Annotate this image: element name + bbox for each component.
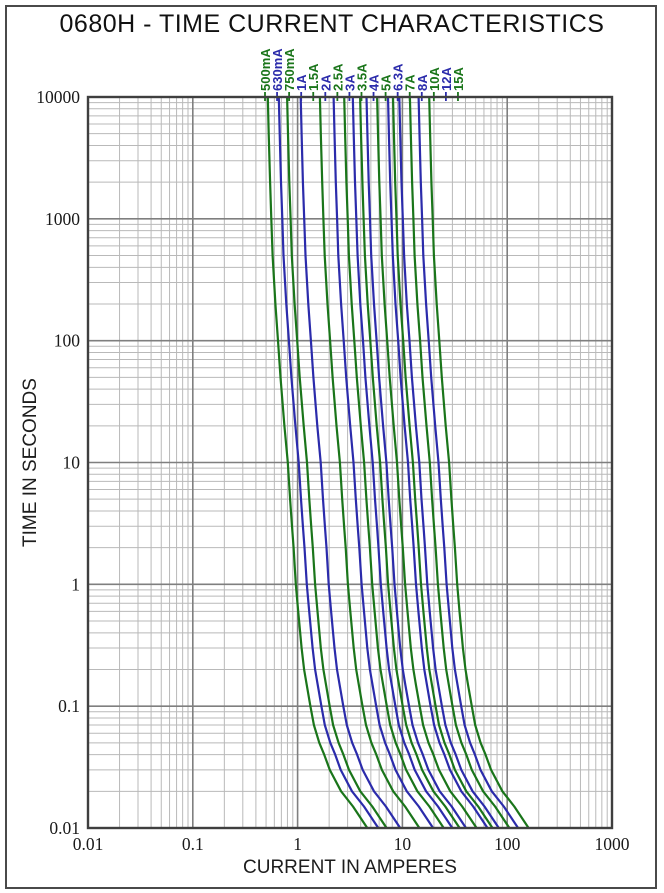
y-tick-labels: 0.01 0.1 1 10 100 1000 10000 — [36, 87, 80, 838]
curve-label-3A: 3A — [342, 74, 357, 91]
curve-label-3.5A: 3.5A — [354, 63, 369, 91]
x-tick-label: 100 — [494, 834, 521, 854]
y-tick-label: 10000 — [36, 87, 80, 107]
curve-15A — [428, 96, 530, 829]
y-tick-label: 0.01 — [49, 818, 80, 838]
chart-title: 0680H - TIME CURRENT CHARACTERISTICS — [59, 10, 605, 38]
y-tick-label: 10 — [63, 453, 81, 473]
plot-frame — [86, 95, 614, 830]
curve-label-8A: 8A — [415, 74, 430, 91]
curve-10A — [408, 96, 511, 829]
curve-12A — [417, 96, 520, 829]
curve-label-750mA: 750mA — [282, 48, 297, 91]
curve-8A — [398, 96, 500, 829]
curve-3A — [351, 96, 454, 829]
curve-5A — [376, 96, 478, 829]
curve-750mA — [286, 96, 388, 829]
curve-4A — [365, 96, 467, 829]
y-tick-label: 1 — [71, 574, 80, 594]
curve-3.5A — [359, 96, 461, 829]
x-axis-title: CURRENT IN AMPERES — [243, 857, 457, 878]
x-tick-label: 1000 — [595, 834, 630, 854]
curve-label-2.5A: 2.5A — [330, 63, 345, 91]
curve-label-10A: 10A — [427, 67, 442, 91]
curve-1A — [299, 96, 402, 829]
x-tick-label: 10 — [394, 834, 412, 854]
curve-label-7A: 7A — [403, 74, 418, 91]
fuse-curves — [266, 96, 530, 829]
curve-label-5A: 5A — [379, 74, 394, 91]
curve-label-500mA: 500mA — [258, 48, 273, 91]
curve-1.5A — [318, 96, 421, 829]
x-tick-label: 1 — [293, 834, 302, 854]
curve-2A — [332, 96, 435, 829]
curve-label-4A: 4A — [367, 74, 382, 91]
y-tick-label: 1000 — [45, 209, 80, 229]
curve-label-12A: 12A — [439, 67, 454, 91]
x-tick-labels: 0.01 0.1 1 10 100 1000 — [73, 834, 630, 854]
curve-label-6.3A: 6.3A — [391, 63, 406, 91]
curve-label-630mA: 630mA — [270, 48, 285, 91]
curve-label-1.5A: 1.5A — [306, 63, 321, 91]
curve-6.3A — [386, 96, 489, 829]
x-tick-label: 0.01 — [73, 834, 104, 854]
y-tick-label: 100 — [54, 331, 81, 351]
y-axis-title: TIME IN SECONDS — [20, 378, 41, 547]
curve-label-1A: 1A — [294, 74, 309, 91]
curve-label-2A: 2A — [318, 74, 333, 91]
curve-500mA — [266, 96, 369, 829]
curve-7A — [391, 96, 494, 829]
curve-630mA — [277, 96, 380, 829]
curve-labels: 500mA630mA750mA1A1.5A2A2.5A3A3.5A4A5A6.3… — [258, 48, 466, 101]
x-tick-label: 0.1 — [182, 834, 204, 854]
curve-label-15A: 15A — [451, 67, 466, 91]
y-tick-label: 0.1 — [58, 696, 80, 716]
curve-2.5A — [343, 96, 445, 829]
